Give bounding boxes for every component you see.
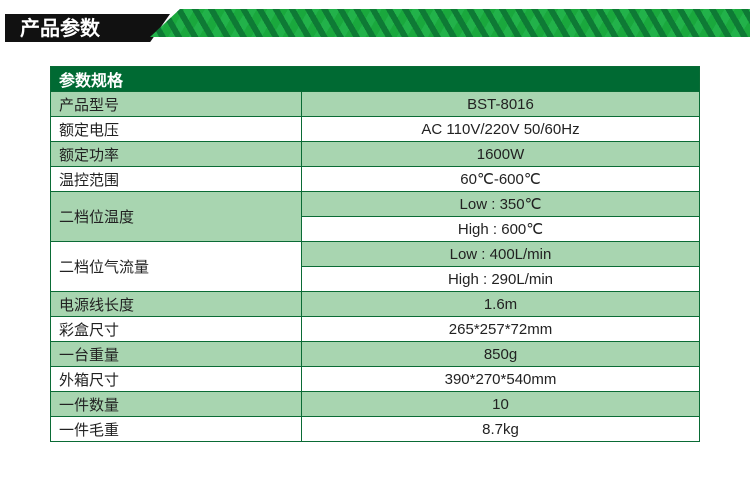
spec-label: 额定功率 [50,141,302,167]
table-row: High : 600℃ [51,216,700,242]
spec-label: 额定电压 [50,116,302,142]
table-row: 外箱尺寸 390*270*540mm [50,366,700,392]
section-title: 产品参数 [20,16,100,40]
spec-value: 850g [301,341,700,367]
spec-label: 产品型号 [50,91,302,117]
spec-label: 一件毛重 [50,416,302,442]
section-title-bar [5,14,170,42]
spec-value: 1600W [301,141,700,167]
spec-table: 参数规格 产品型号 BST-8016 额定电压 AC 110V/220V 50/60H… [50,66,700,442]
table-row: 一台重量 850g [50,341,700,367]
spec-value: 390*270*540mm [301,366,700,392]
decorative-stripe [150,9,750,37]
spec-label: 彩盒尺寸 [50,316,302,342]
spec-label: 外箱尺寸 [50,366,302,392]
table-row: 电源线长度 1.6m [50,291,700,317]
spec-value: AC 110V/220V 50/60Hz [301,116,700,142]
spec-label: 温控范围 [50,166,302,192]
spec-value: 10 [301,391,700,417]
table-row: 彩盒尺寸 265*257*72mm [50,316,700,342]
table-row: 二档位温度 Low : 350℃ [50,191,700,242]
spec-label: 一台重量 [50,341,302,367]
spec-value: 60℃-600℃ [301,166,700,192]
table-row: High : 290L/min [51,266,700,292]
table-row: 额定功率 1600W [50,141,700,167]
table-row: 产品型号 BST-8016 [50,91,700,117]
spec-label: 二档位温度 [50,191,302,242]
table-row: 温控范围 60℃-600℃ [50,166,700,192]
spec-label: 电源线长度 [50,291,302,317]
table-row: 一件数量 10 [50,391,700,417]
table-row: 二档位气流量 Low : 400L/min [50,241,700,292]
table-row: 额定电压 AC 110V/220V 50/60Hz [50,116,700,142]
spec-value: High : 600℃ [301,216,700,242]
table-row: 一件毛重 8.7kg [50,416,700,442]
spec-value: High : 290L/min [301,266,700,292]
table-header: 参数规格 [50,66,700,92]
spec-label: 一件数量 [50,391,302,417]
spec-value: 1.6m [301,291,700,317]
spec-value: Low : 400L/min [301,241,700,267]
spec-value: BST-8016 [301,91,700,117]
spec-value: Low : 350℃ [301,191,700,217]
spec-value: 8.7kg [301,416,700,442]
spec-value: 265*257*72mm [301,316,700,342]
spec-label: 二档位气流量 [50,241,302,292]
